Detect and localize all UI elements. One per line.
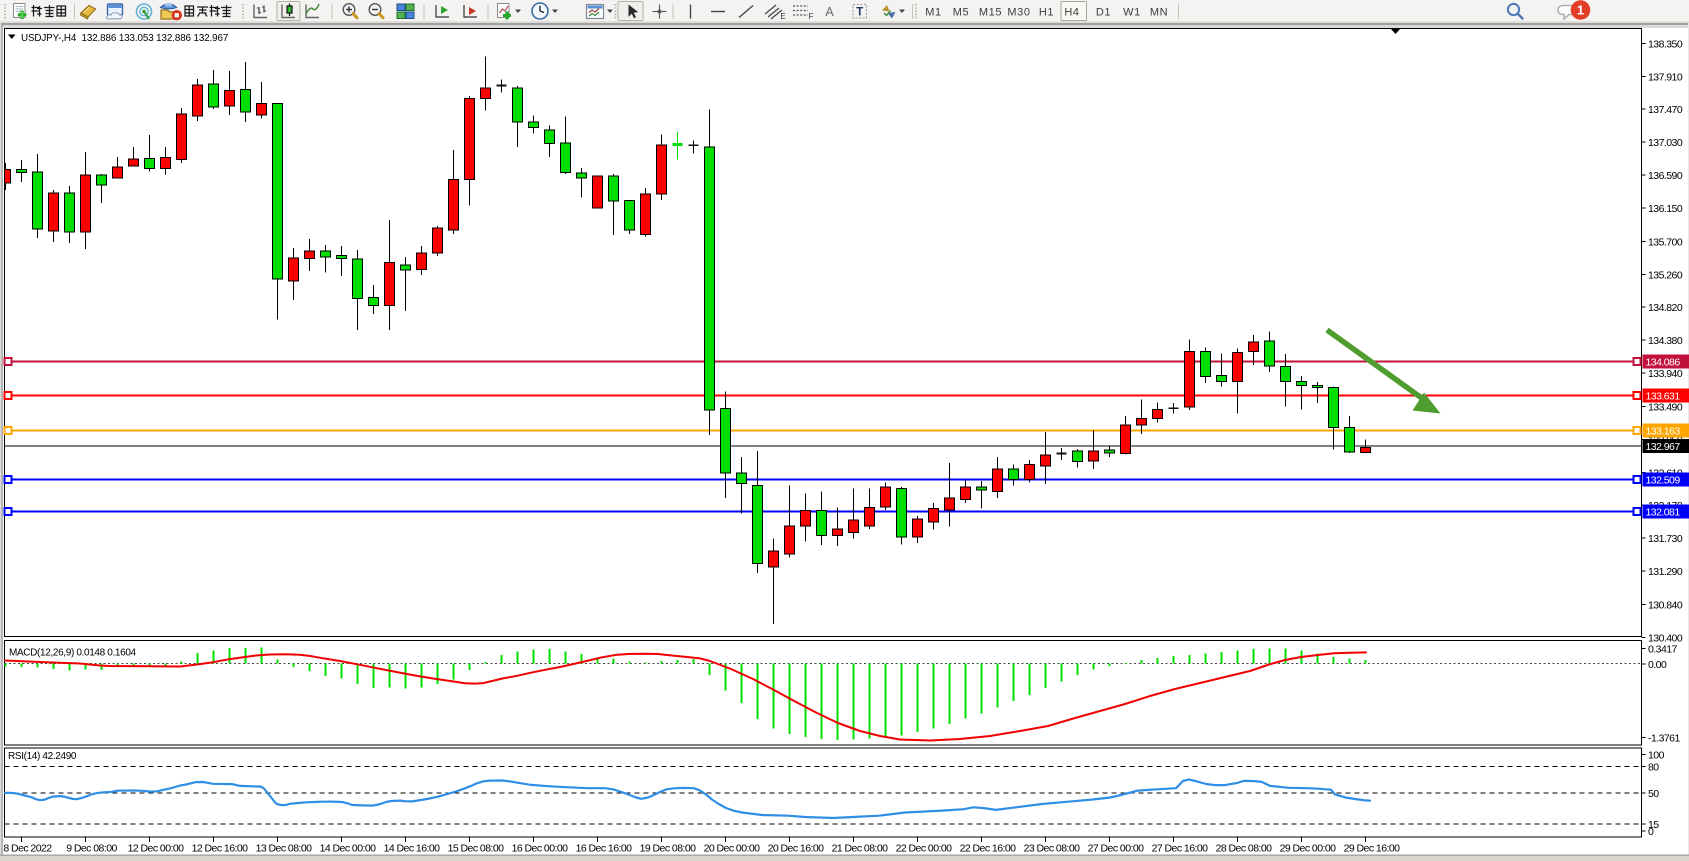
svg-text:134.086: 134.086 <box>1646 357 1681 369</box>
svg-text:134.820: 134.820 <box>1648 302 1683 314</box>
svg-text:USDJPY-,H4 132.886 133.053 13: USDJPY-,H4 132.886 133.053 132.886 132.9… <box>21 33 228 44</box>
svg-text:19 Dec 08:00: 19 Dec 08:00 <box>640 843 697 855</box>
svg-text:H4: H4 <box>1064 7 1079 19</box>
svg-text:T: T <box>856 7 863 19</box>
svg-text:136.590: 136.590 <box>1648 170 1683 182</box>
svg-text:133.490: 133.490 <box>1648 402 1683 414</box>
svg-text:D1: D1 <box>1096 7 1111 19</box>
svg-text:20 Dec 16:00: 20 Dec 16:00 <box>768 843 825 855</box>
svg-text:15 Dec 08:00: 15 Dec 08:00 <box>448 843 505 855</box>
svg-text:29 Dec 00:00: 29 Dec 00:00 <box>1280 843 1337 855</box>
svg-text:137.470: 137.470 <box>1648 104 1683 116</box>
svg-text:131.730: 131.730 <box>1648 533 1683 545</box>
svg-text:135.700: 135.700 <box>1648 236 1683 248</box>
svg-text:M5: M5 <box>953 7 969 19</box>
svg-text:13 Dec 08:00: 13 Dec 08:00 <box>256 843 313 855</box>
svg-text:E: E <box>780 12 785 21</box>
svg-text:132.967: 132.967 <box>1646 441 1681 453</box>
svg-text:130.400: 130.400 <box>1648 632 1683 644</box>
svg-text:134.380: 134.380 <box>1648 335 1683 347</box>
svg-text:21 Dec 08:00: 21 Dec 08:00 <box>832 843 889 855</box>
svg-text:0: 0 <box>1648 826 1654 838</box>
svg-text:132.509: 132.509 <box>1646 475 1681 487</box>
svg-text:1: 1 <box>1577 3 1584 18</box>
svg-text:MACD(12,26,9) 0.0148 0.1604: MACD(12,26,9) 0.0148 0.1604 <box>9 648 137 659</box>
svg-text:8 Dec 2022: 8 Dec 2022 <box>3 843 52 855</box>
svg-text:130.840: 130.840 <box>1648 600 1683 612</box>
svg-text:138.350: 138.350 <box>1648 38 1683 50</box>
svg-text:27 Dec 00:00: 27 Dec 00:00 <box>1088 843 1145 855</box>
svg-text:-1.3761: -1.3761 <box>1648 733 1680 745</box>
svg-text:133.940: 133.940 <box>1648 368 1683 380</box>
svg-text:14 Dec 16:00: 14 Dec 16:00 <box>384 843 441 855</box>
svg-text:27 Dec 16:00: 27 Dec 16:00 <box>1152 843 1209 855</box>
svg-text:80: 80 <box>1648 762 1659 774</box>
svg-text:0.00: 0.00 <box>1648 659 1667 671</box>
svg-text:135.260: 135.260 <box>1648 269 1683 281</box>
svg-text:12 Dec 00:00: 12 Dec 00:00 <box>128 843 185 855</box>
svg-text:12 Dec 16:00: 12 Dec 16:00 <box>192 843 249 855</box>
svg-text:131.290: 131.290 <box>1648 566 1683 578</box>
svg-text:136.150: 136.150 <box>1648 203 1683 215</box>
svg-text:9 Dec 08:00: 9 Dec 08:00 <box>66 843 117 855</box>
svg-text:23 Dec 08:00: 23 Dec 08:00 <box>1024 843 1081 855</box>
svg-text:132.081: 132.081 <box>1646 507 1681 519</box>
svg-text:F: F <box>809 12 814 21</box>
svg-text:20 Dec 00:00: 20 Dec 00:00 <box>704 843 761 855</box>
svg-text:15: 15 <box>1648 819 1659 831</box>
svg-text:137.910: 137.910 <box>1648 71 1683 83</box>
svg-text:14 Dec 00:00: 14 Dec 00:00 <box>320 843 377 855</box>
svg-text:28 Dec 08:00: 28 Dec 08:00 <box>1216 843 1273 855</box>
svg-text:RSI(14) 42.2490: RSI(14) 42.2490 <box>8 751 77 762</box>
svg-text:29 Dec 16:00: 29 Dec 16:00 <box>1344 843 1401 855</box>
svg-text:22 Dec 00:00: 22 Dec 00:00 <box>896 843 953 855</box>
svg-text:MN: MN <box>1150 7 1168 19</box>
svg-text:133.163: 133.163 <box>1646 426 1681 438</box>
svg-text:22 Dec 16:00: 22 Dec 16:00 <box>960 843 1017 855</box>
svg-text:50: 50 <box>1648 788 1659 800</box>
svg-text:137.030: 137.030 <box>1648 137 1683 149</box>
svg-text:A: A <box>825 5 834 19</box>
svg-text:M1: M1 <box>925 7 941 19</box>
svg-text:W1: W1 <box>1123 7 1141 19</box>
svg-text:16 Dec 00:00: 16 Dec 00:00 <box>512 843 569 855</box>
svg-text:M15: M15 <box>979 7 1002 19</box>
svg-text:16 Dec 16:00: 16 Dec 16:00 <box>576 843 633 855</box>
svg-text:133.631: 133.631 <box>1646 391 1681 403</box>
svg-text:M30: M30 <box>1007 7 1030 19</box>
svg-text:H1: H1 <box>1039 7 1054 19</box>
svg-text:0.3417: 0.3417 <box>1648 644 1678 656</box>
svg-text:100: 100 <box>1648 750 1665 762</box>
